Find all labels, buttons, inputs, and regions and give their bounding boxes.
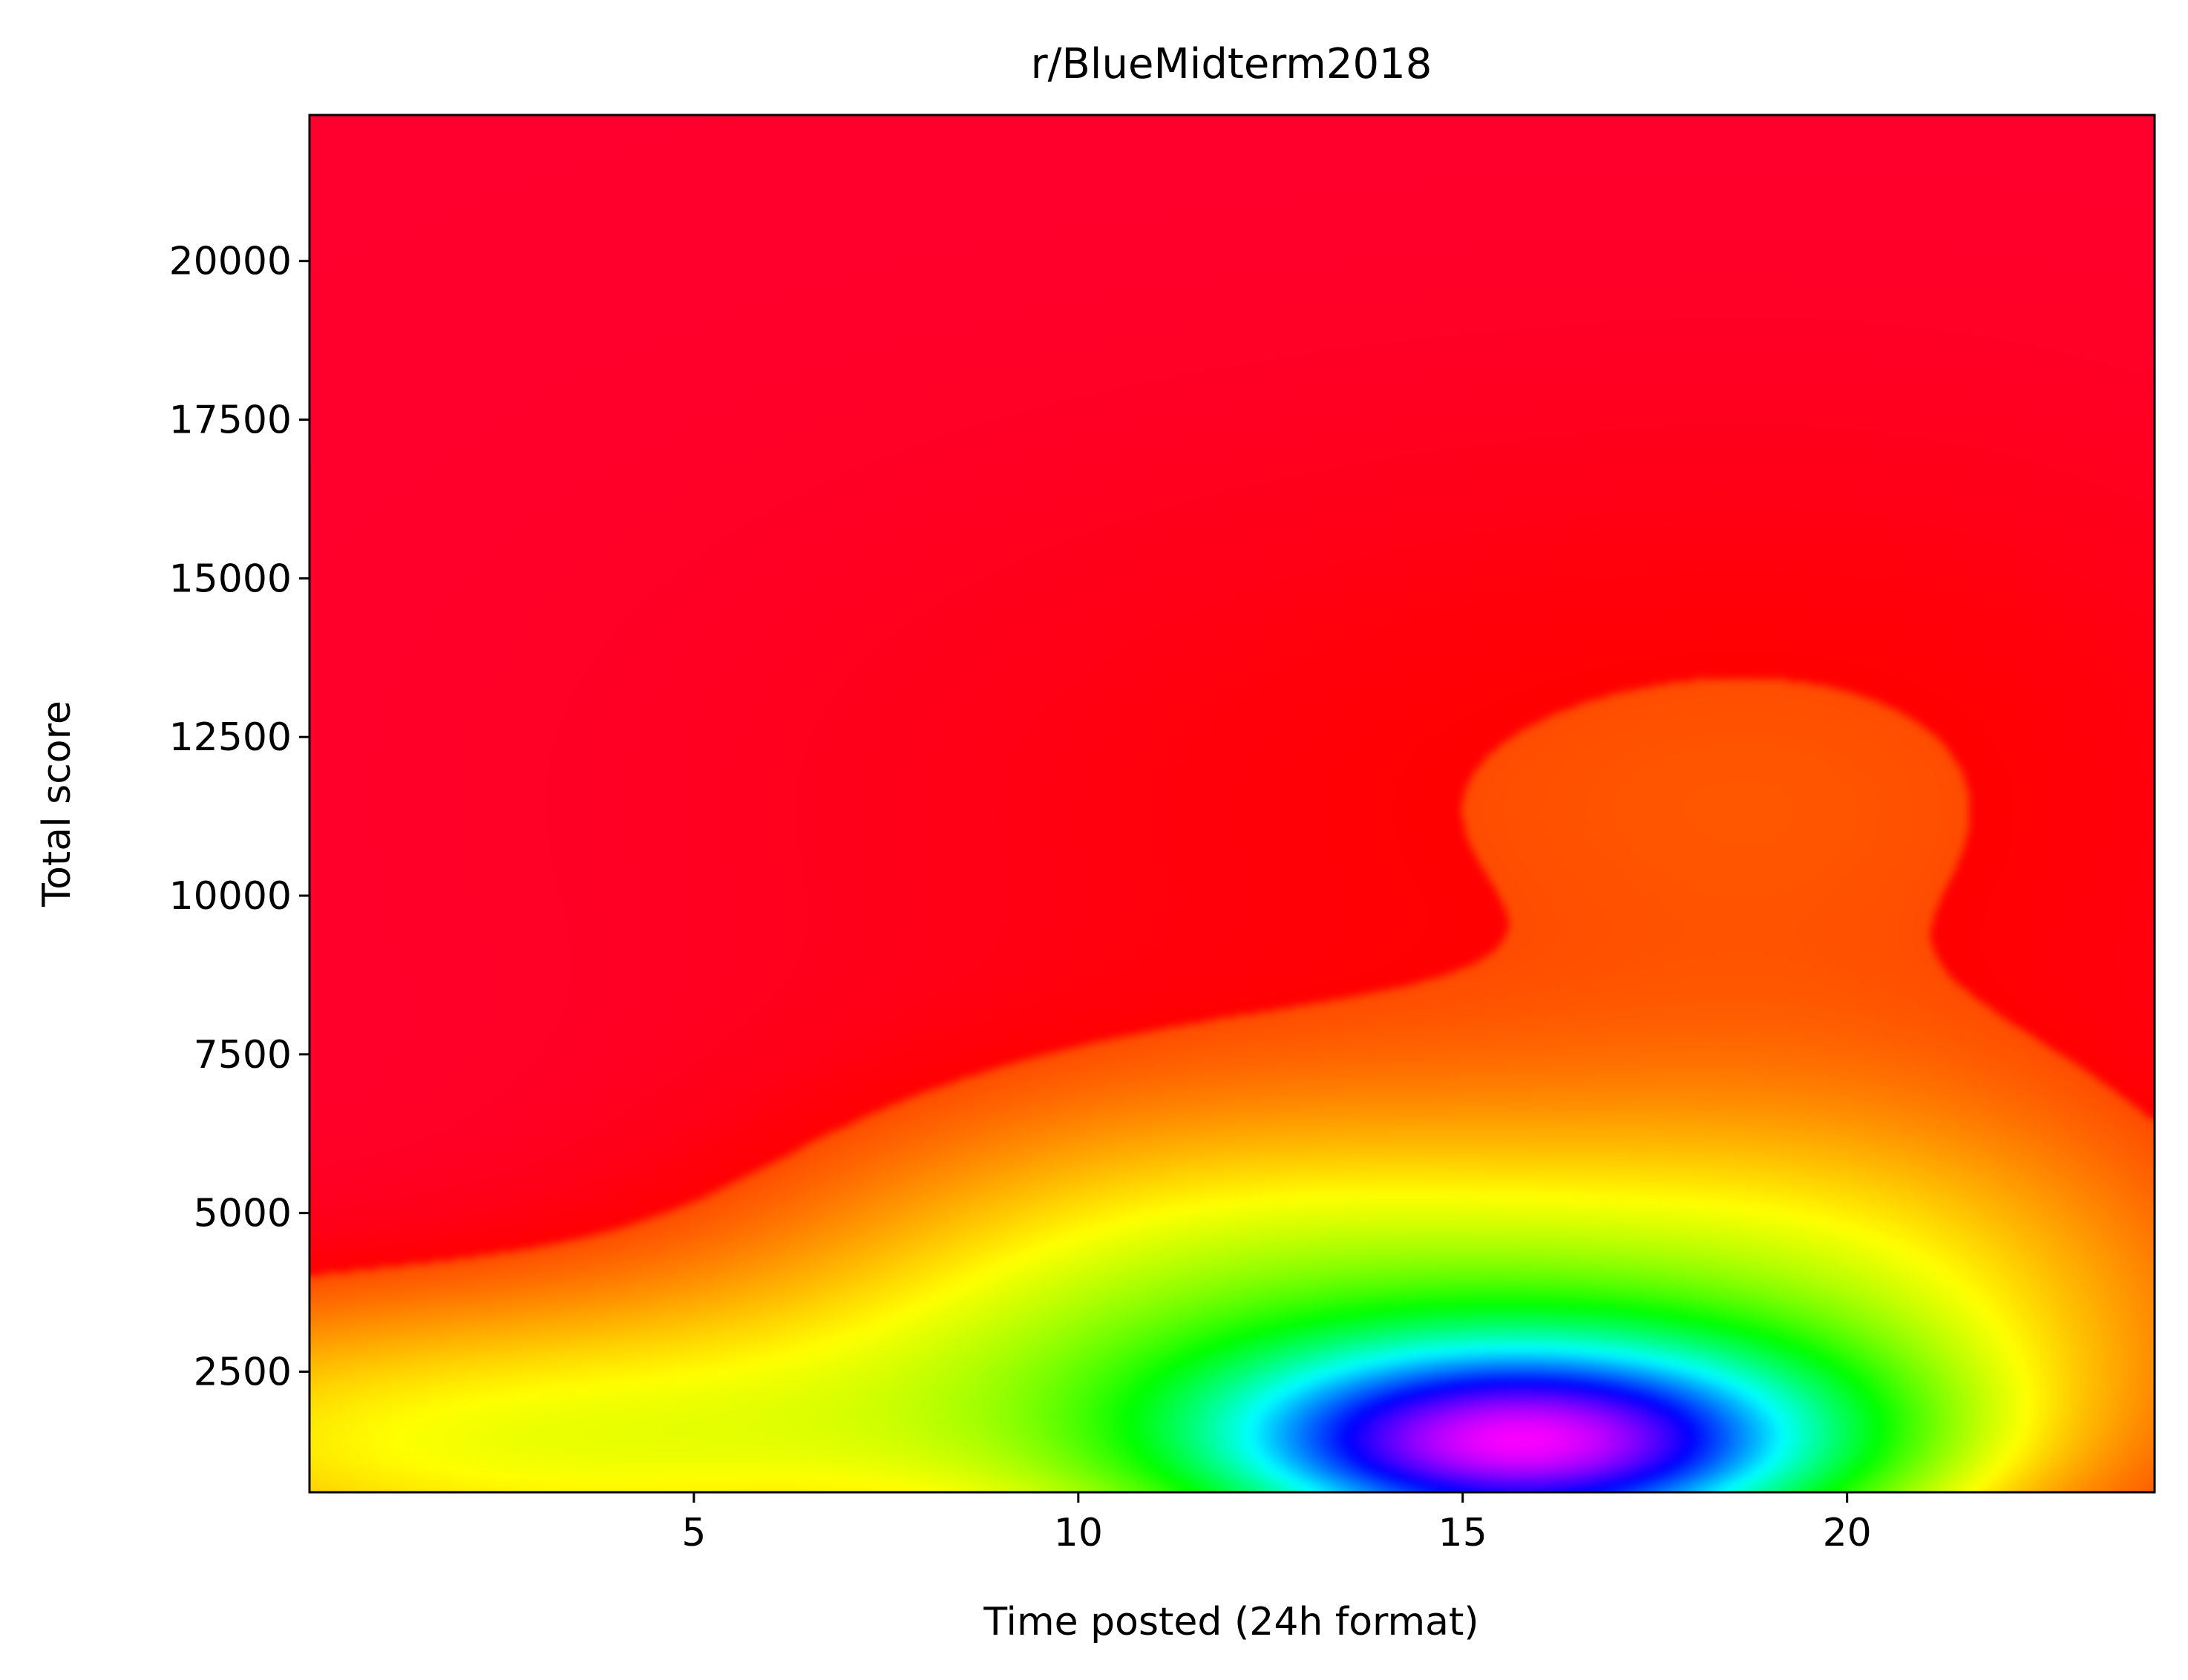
y-tick-label: 12500 (169, 715, 292, 760)
plot-frame (308, 114, 2156, 1494)
x-tick-label: 10 (1054, 1511, 1103, 1555)
y-tick-label: 10000 (169, 874, 292, 919)
y-tick-label: 15000 (169, 557, 292, 601)
x-tick-label: 5 (681, 1511, 706, 1555)
x-tick-label: 20 (1823, 1511, 1872, 1555)
chart-title: r/BlueMidterm2018 (1031, 40, 1432, 88)
y-tick-label: 2500 (194, 1350, 292, 1394)
axis-ticks: 5 10 15 20 2500 5000 7500 10000 12500 15000 17500 2… (169, 240, 1872, 1555)
y-tick-label: 20000 (169, 240, 292, 284)
heatmap-surface (309, 115, 2155, 1492)
y-axis-label: Total score (35, 700, 79, 908)
y-tick-label: 17500 (169, 398, 292, 443)
y-tick-label: 5000 (194, 1192, 292, 1236)
x-axis-label: Time posted (24h format) (983, 1600, 1478, 1644)
y-tick-label: 7500 (194, 1033, 292, 1077)
x-tick-label: 15 (1438, 1511, 1487, 1555)
